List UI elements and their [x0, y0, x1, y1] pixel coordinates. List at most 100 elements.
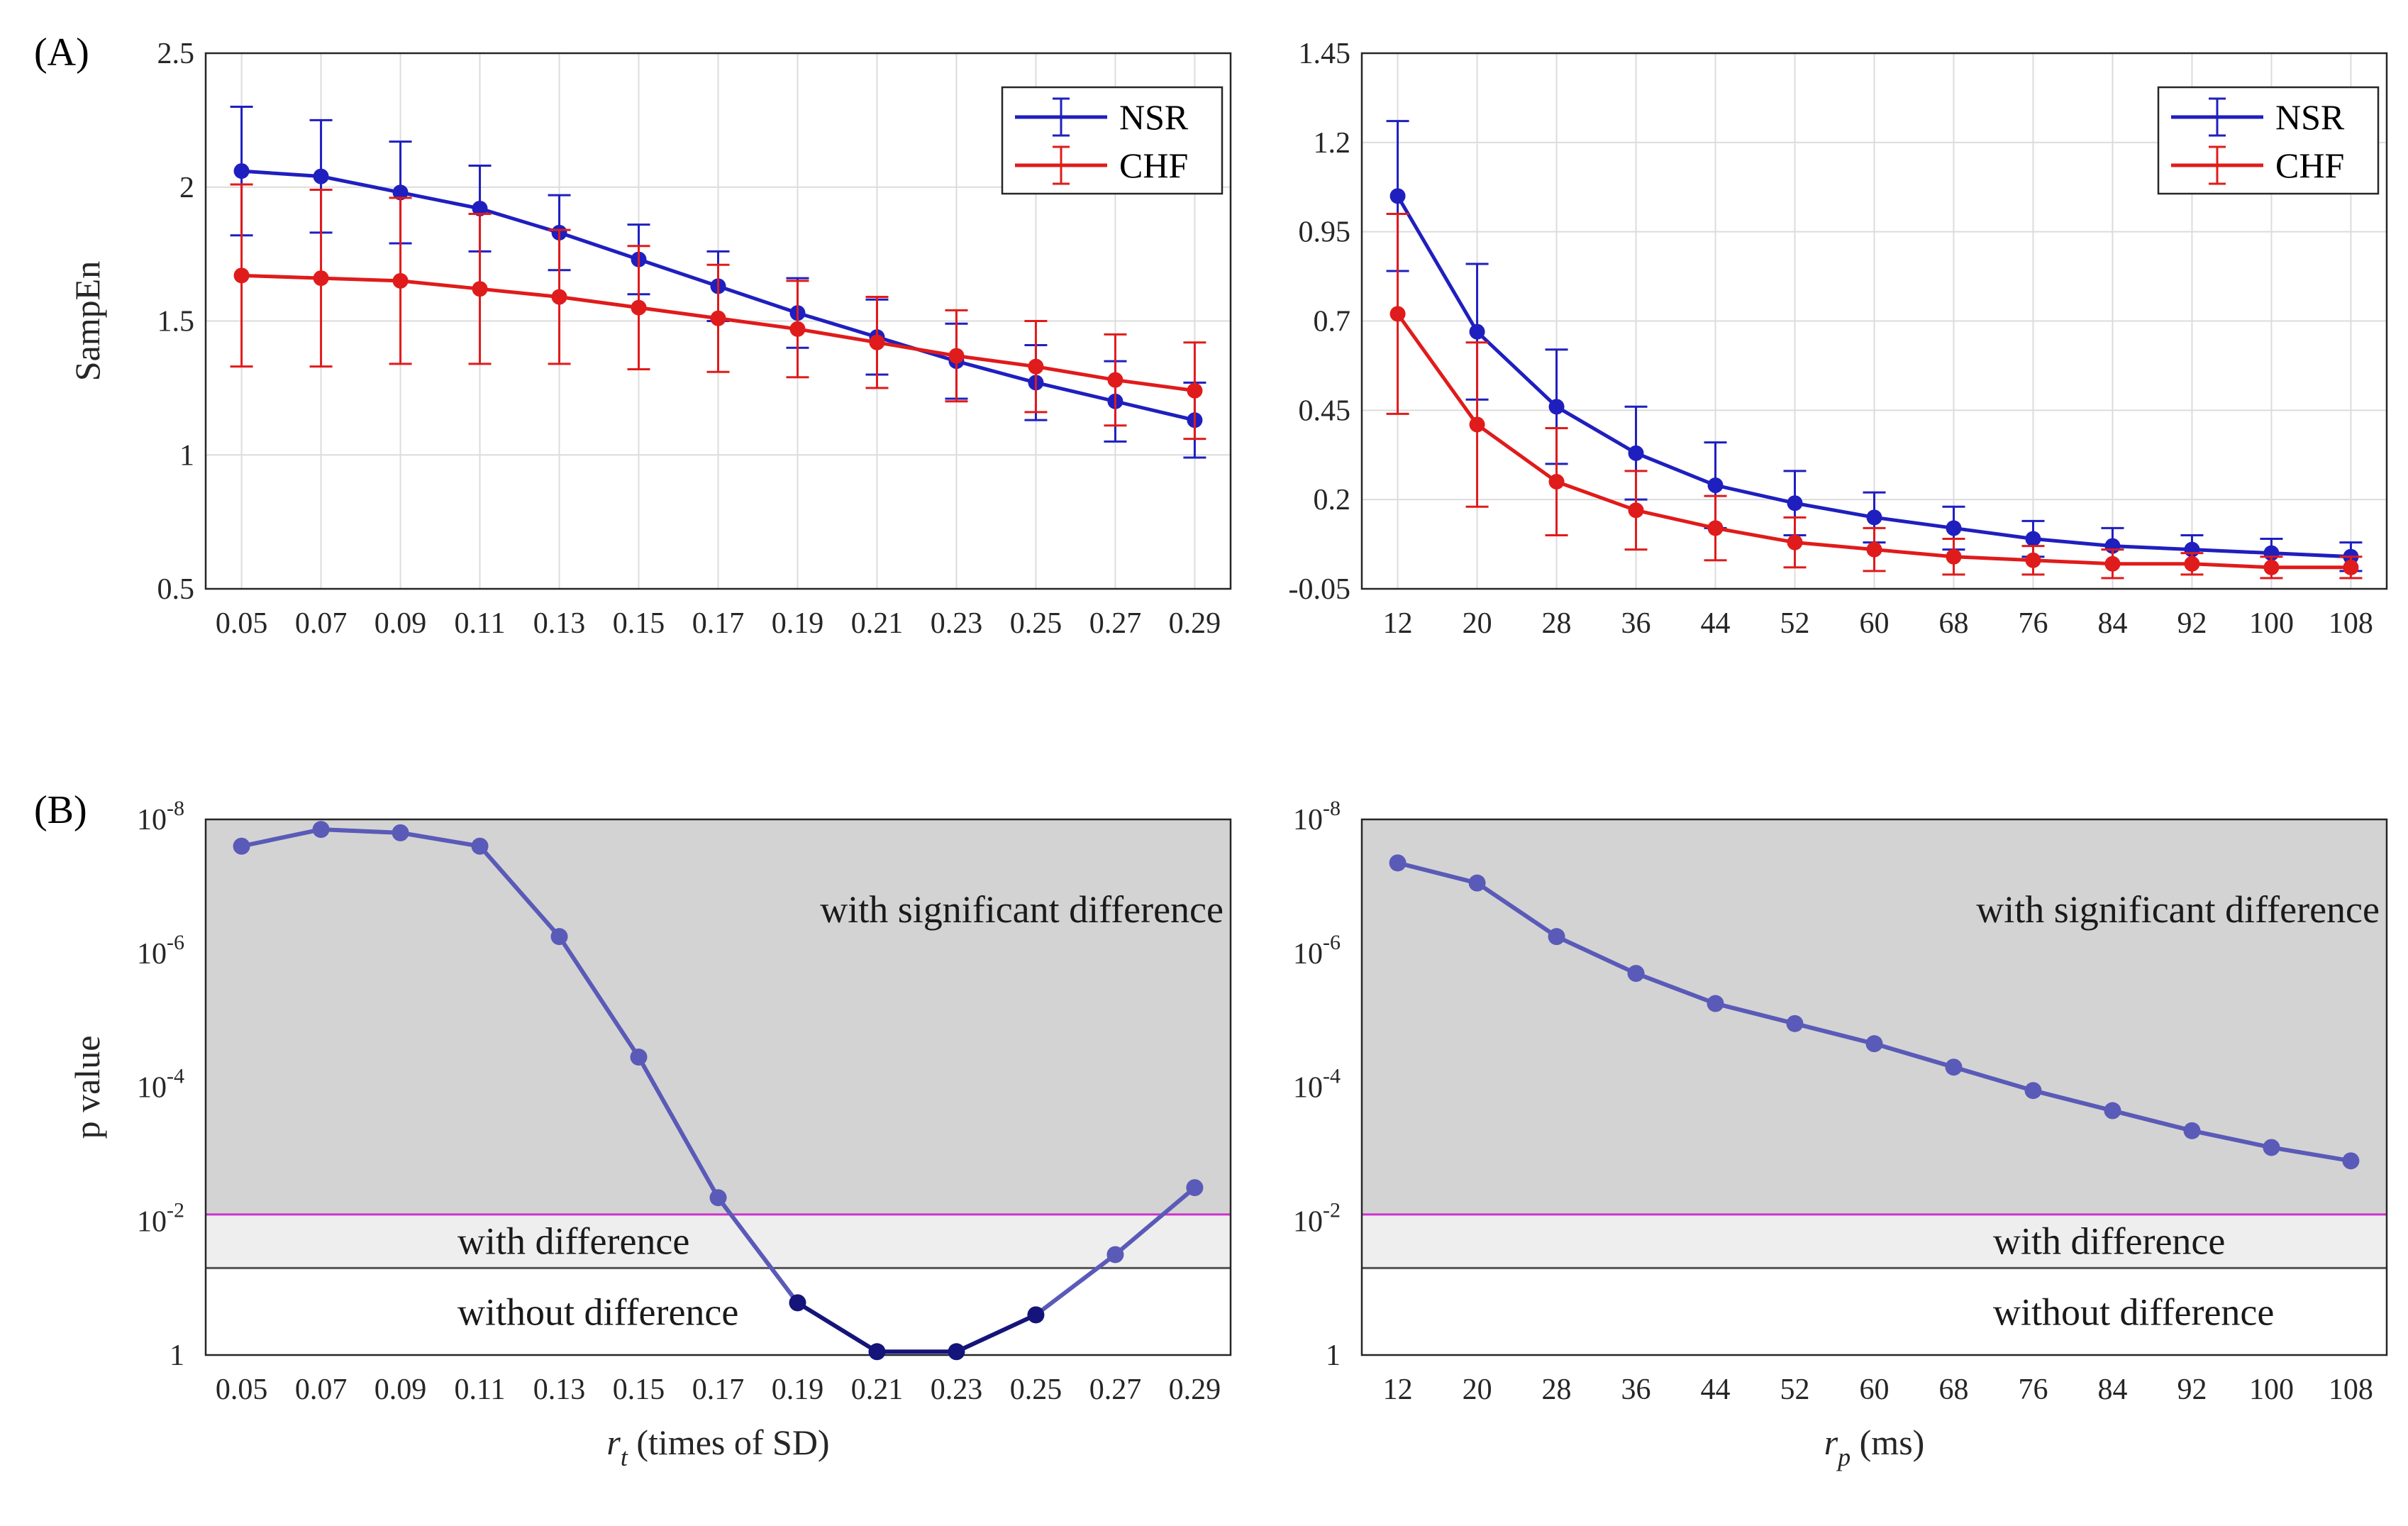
axes-box: [1360, 818, 2388, 1356]
x-label-subscript: p: [1836, 1443, 1851, 1471]
x-tick-label: 0.27: [1089, 1373, 1142, 1406]
data-point-chf: [2343, 559, 2359, 575]
x-tick-label: 0.05: [216, 1373, 268, 1406]
x-tick-label: 0.05: [216, 607, 268, 640]
data-point-chf: [1866, 541, 1882, 558]
x-label-symbol: r: [1824, 1422, 1838, 1462]
legend-label-nsr: NSR: [1119, 97, 1189, 137]
x-tick-label: 36: [1621, 607, 1651, 640]
data-point-chf: [1389, 306, 1406, 322]
pvalue-point: [2024, 1082, 2042, 1100]
region-label-difference: with difference: [1993, 1220, 2225, 1263]
pvalue-point: [1865, 1035, 1883, 1053]
x-axis-label: rt (times of SD): [606, 1422, 829, 1471]
y-tick-label: 10-2: [1293, 1198, 1341, 1238]
y-tick-label: 1: [179, 439, 194, 472]
y-tick-label: 2: [179, 172, 194, 204]
y-tick-label: 0.5: [157, 573, 195, 606]
x-tick-label: 0.25: [1010, 1373, 1062, 1406]
pvalue-point: [1027, 1306, 1045, 1324]
x-tick-label: 0.13: [533, 1373, 586, 1406]
data-point-chf: [1469, 416, 1485, 433]
tick-base: 10: [1293, 804, 1323, 836]
region-label-significant: with significant difference: [1976, 888, 2380, 931]
region-significant: [206, 819, 1231, 1215]
data-point-chf: [472, 281, 488, 297]
B_left-plot: 0.05 0.07 0.09 0.11 0.13 0.15 0.17 0.19 0.21 0.23…: [67, 797, 1232, 1471]
y-tick-label: 0.45: [1299, 394, 1351, 427]
region-difference: [1362, 1214, 2387, 1268]
tick-exponent: -6: [1323, 931, 1341, 954]
pvalue-point: [709, 1189, 727, 1207]
panel-label-a: (A): [34, 31, 89, 74]
pvalue-point: [1786, 1014, 1804, 1032]
data-point-chf: [1548, 474, 1565, 490]
x-label-subscript: t: [621, 1443, 628, 1471]
data-point-nsr: [392, 184, 409, 201]
x-tick-label: 84: [2097, 1373, 2127, 1406]
y-tick-label: 10-2: [137, 1198, 184, 1238]
legend-box: [2157, 86, 2380, 195]
pvalue-point: [1468, 874, 1486, 892]
y-tick-label: -0.05: [1289, 573, 1351, 606]
axes-box: [204, 818, 1232, 1356]
legend-label-chf: CHF: [1119, 145, 1188, 185]
panel-label-b: (B): [34, 788, 87, 832]
pvalue-segment: [398, 830, 482, 848]
x-tick-label: 44: [1701, 607, 1731, 640]
pvalue-point: [789, 1294, 806, 1312]
pvalue-segment: [477, 844, 562, 939]
pvalue-segment: [1395, 861, 1480, 885]
x-tick-label: 76: [2018, 607, 2048, 640]
tick-base: 10: [1293, 938, 1323, 971]
pvalue-segment: [636, 1055, 721, 1200]
y-tick-label: 0.7: [1314, 306, 1351, 338]
y-tick-label: 0.95: [1299, 216, 1351, 249]
tick-base: 10: [137, 938, 167, 971]
region-label-none: without difference: [1993, 1290, 2274, 1333]
y-axis-label: SampEn: [67, 261, 107, 381]
data-point-chf: [551, 289, 567, 305]
tick-exponent: -8: [1323, 797, 1341, 820]
A_right-plot: -0.05 0.2 0.45 0.7 0.95 1.2 1.45 12 20 28 36 44 52 60…: [1289, 38, 2388, 640]
pvalue-point: [948, 1343, 965, 1361]
pvalue-point: [2342, 1152, 2360, 1170]
x-tick-label: 20: [1463, 607, 1492, 640]
pvalue-segment: [1033, 1252, 1118, 1317]
x-tick-label: 0.23: [931, 1373, 983, 1406]
pvalue-segment: [239, 827, 323, 848]
x-tick-label: 0.15: [613, 607, 665, 640]
tick-exponent: -8: [167, 797, 184, 820]
x-tick-label: 12: [1383, 607, 1413, 640]
x-tick-label: 108: [2329, 1373, 2373, 1406]
y-tick-label: 10-4: [137, 1065, 184, 1105]
x-label-unit: (ms): [1851, 1422, 1924, 1462]
region-label-none: without difference: [457, 1290, 738, 1333]
x-tick-label: 0.11: [455, 1373, 506, 1406]
y-tick-label: 1.45: [1299, 38, 1351, 70]
x-tick-label: 68: [1938, 607, 1968, 640]
y-tick-label: 10-8: [137, 797, 184, 836]
data-point-chf: [2184, 555, 2200, 572]
region-significant: [1362, 819, 2387, 1215]
x-tick-label: 0.17: [692, 1373, 745, 1406]
x-tick-label: 52: [1780, 1373, 1810, 1406]
x-tick-label: 28: [1542, 1373, 1572, 1406]
x-tick-label: 0.13: [533, 607, 586, 640]
x-tick-label: 52: [1780, 607, 1810, 640]
x-tick-label: 0.21: [851, 1373, 904, 1406]
y-tick-label: 1.5: [157, 306, 195, 338]
x-tick-label: 92: [2177, 1373, 2207, 1406]
pvalue-segment: [318, 827, 403, 835]
data-point-chf: [869, 334, 885, 350]
data-point-chf: [631, 299, 647, 316]
data-point-chf: [948, 348, 965, 364]
x-tick-label: 0.17: [692, 607, 745, 640]
x-tick-label: 20: [1463, 1373, 1492, 1406]
x-tick-label: 0.29: [1169, 607, 1221, 640]
tick-base: 10: [137, 1072, 167, 1105]
region-difference: [206, 1214, 1231, 1268]
axes-box: [204, 52, 1232, 590]
data-point-chf: [2263, 559, 2280, 575]
x-tick-label: 0.19: [772, 1373, 824, 1406]
